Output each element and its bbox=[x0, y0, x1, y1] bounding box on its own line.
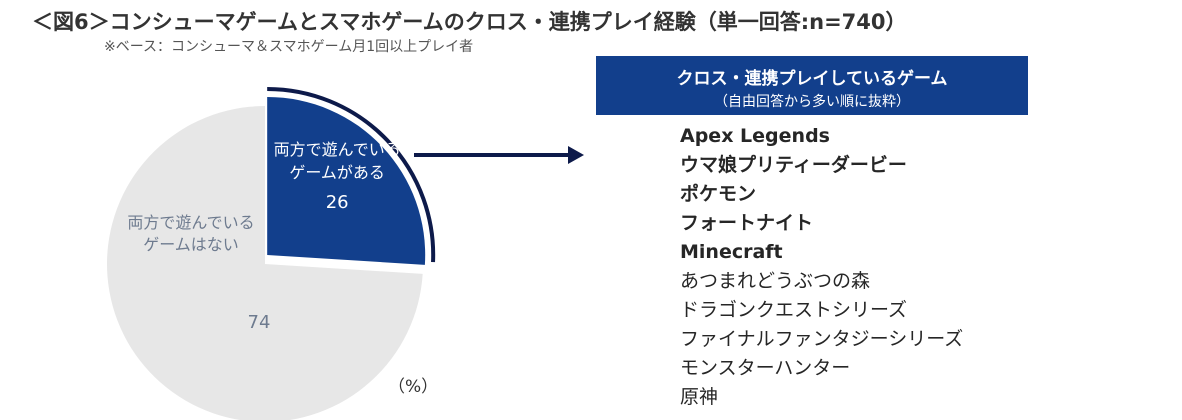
chart-subtitle: ※ベース：コンシューマ＆スマホゲーム月1回以上プレイ者 bbox=[104, 39, 474, 55]
slice-value-both-yes: 26 bbox=[326, 192, 349, 213]
game-list-item: フォートナイト bbox=[680, 212, 814, 234]
slice-label-both-no: ゲームはない bbox=[143, 235, 239, 254]
game-list-item: ドラゴンクエストシリーズ bbox=[680, 299, 908, 321]
games-list: Apex Legends ウマ娘プリティーダービー ポケモンフォートナイト Minec… bbox=[680, 122, 963, 412]
games-list-title: クロス・連携プレイしているゲーム bbox=[676, 69, 948, 89]
slice-label-both-yes: ゲームがある bbox=[289, 163, 385, 182]
game-list-item: モンスターハンター bbox=[680, 357, 851, 379]
unit-label: （%） bbox=[388, 377, 439, 397]
games-list-subtitle: （自由回答から多い順に抜粋） bbox=[714, 94, 910, 110]
game-list-item: あつまれどうぶつの森 bbox=[680, 270, 871, 292]
game-list-item: Apex Legends bbox=[680, 125, 830, 147]
game-list-item: 原神 bbox=[680, 386, 719, 408]
game-list-item: ファイナルファンタジーシリーズ bbox=[680, 328, 964, 350]
game-list-item: ポケモン bbox=[680, 183, 757, 205]
slice-value-both-no: 74 bbox=[248, 312, 271, 333]
callout-arrowhead bbox=[568, 146, 584, 164]
game-list-item: ウマ娘プリティーダービー bbox=[680, 154, 907, 176]
slice-label-both-yes: 両方で遊んでいる bbox=[274, 140, 401, 159]
slice-highlight-arc bbox=[267, 86, 436, 263]
game-list-item: Minecraft bbox=[680, 241, 783, 263]
pie-slice-both-yes bbox=[267, 96, 426, 265]
pie-slice-both-no bbox=[106, 106, 423, 420]
games-list-header: クロス・連携プレイしているゲーム （自由回答から多い順に抜粋） bbox=[596, 56, 1028, 115]
slice-label-both-no: 両方で遊んでいる bbox=[127, 213, 254, 232]
chart-title: ＜図6＞コンシューマゲームとスマホゲームのクロス・連携プレイ経験（単一回答:n=… bbox=[32, 10, 907, 34]
